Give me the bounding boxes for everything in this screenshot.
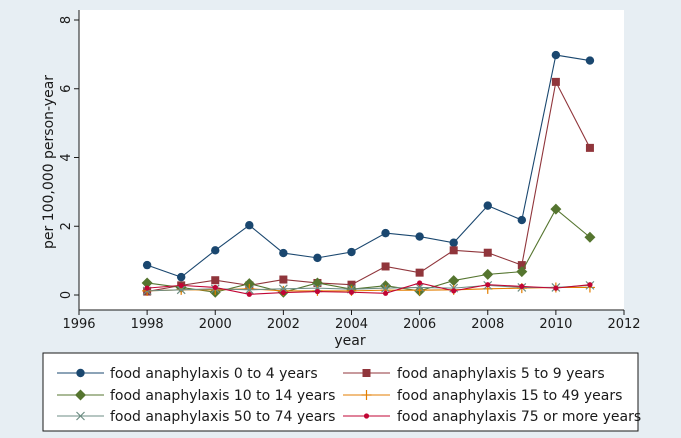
legend-label: food anaphylaxis 15 to 49 years <box>397 388 622 404</box>
series-1 <box>142 50 595 282</box>
data-point <box>280 289 286 296</box>
data-point <box>176 285 186 295</box>
data-point <box>211 276 220 285</box>
legend-item: food anaphylaxis 50 to 74 years <box>57 409 335 425</box>
data-point <box>382 290 389 296</box>
series-line <box>147 208 591 293</box>
data-point <box>381 283 390 293</box>
data-point <box>348 289 355 295</box>
data-point <box>212 284 218 291</box>
legend-label: food anaphylaxis 10 to 14 years <box>110 388 335 404</box>
data-point <box>313 283 322 293</box>
plot-area <box>79 10 624 310</box>
x-tick-label: 2000 <box>199 317 232 332</box>
data-point <box>483 248 492 257</box>
data-point <box>483 201 492 210</box>
x-tick-label: 2002 <box>267 317 300 332</box>
data-point <box>553 285 559 291</box>
x-tick-label: 1996 <box>62 317 95 332</box>
data-point <box>482 268 494 280</box>
legend-marker <box>76 411 85 421</box>
y-tick-label: 2 <box>59 222 74 230</box>
legend-marker <box>76 368 85 378</box>
legend-marker <box>363 413 370 419</box>
legend-marker <box>75 389 86 401</box>
x-tick-label: 2012 <box>607 317 640 332</box>
data-point <box>278 284 288 294</box>
legend-label: food anaphylaxis 50 to 74 years <box>110 409 335 425</box>
series-4 <box>142 282 595 296</box>
data-point <box>347 247 356 257</box>
data-point <box>448 275 460 287</box>
series-line <box>147 286 590 292</box>
y-tick-label: 4 <box>59 153 74 161</box>
data-point <box>246 291 252 297</box>
legend-item: food anaphylaxis 10 to 14 years <box>57 388 335 404</box>
legend: food anaphylaxis 0 to 4 years food anaphy… <box>42 352 641 432</box>
data-point <box>585 143 594 152</box>
legend-item: food anaphylaxis 15 to 49 years <box>343 388 622 404</box>
series-line <box>147 282 590 295</box>
y-tick-label: 6 <box>59 85 74 93</box>
legend-box <box>42 352 639 432</box>
legend-label: food anaphylaxis 0 to 4 years <box>110 366 318 382</box>
data-point <box>517 261 526 270</box>
legend-marker <box>362 369 371 377</box>
series-6 <box>144 280 593 297</box>
data-point <box>141 277 153 289</box>
legend-item: food anaphylaxis 0 to 4 years <box>57 366 318 382</box>
data-point <box>381 228 390 238</box>
data-point <box>279 248 288 258</box>
data-point <box>485 282 491 288</box>
data-point <box>584 231 596 243</box>
series-line <box>146 54 591 278</box>
data-point <box>415 232 424 241</box>
data-point <box>551 77 560 86</box>
data-point <box>449 246 458 255</box>
data-point <box>381 262 390 271</box>
x-axis-title: year <box>334 333 365 349</box>
x-tick-label: 2008 <box>471 317 504 332</box>
x-tick-label: 2004 <box>335 317 368 332</box>
data-point <box>587 282 593 288</box>
data-point <box>585 56 595 65</box>
legend-marker <box>361 390 372 400</box>
data-point <box>314 288 321 295</box>
data-point <box>551 50 561 60</box>
x-tick-label: 2006 <box>403 317 436 332</box>
data-point <box>178 282 184 288</box>
y-tick-label: 8 <box>59 16 74 24</box>
x-tick-label: 1998 <box>131 317 164 332</box>
series-line <box>147 80 591 293</box>
data-point <box>211 246 220 255</box>
data-point <box>550 203 562 215</box>
data-point <box>415 268 424 277</box>
data-point <box>517 215 527 225</box>
legend-item: food anaphylaxis 5 to 9 years <box>343 366 605 382</box>
y-tick-label: 0 <box>59 291 74 299</box>
legend-label: food anaphylaxis 75 or more years <box>397 409 641 425</box>
data-point <box>279 275 288 284</box>
data-point <box>144 285 150 291</box>
data-point <box>244 285 254 295</box>
data-point <box>245 221 254 230</box>
data-point <box>516 266 528 278</box>
data-point <box>451 288 457 294</box>
legend-label: food anaphylaxis 5 to 9 years <box>397 366 605 382</box>
data-point <box>142 260 152 270</box>
y-axis-title: per 100,000 person-year <box>41 75 57 249</box>
series-layer <box>141 50 596 298</box>
data-point <box>417 280 423 286</box>
data-point <box>176 272 186 282</box>
legend-item: food anaphylaxis 75 or more years <box>343 409 641 425</box>
data-point <box>519 283 525 290</box>
data-point <box>313 253 322 263</box>
data-point <box>415 283 425 292</box>
data-point <box>449 238 458 247</box>
axes: 1996 1998 2000 2002 2004 2006 2008 2010 2012 0 2 4 6… <box>59 10 641 332</box>
x-tick-label: 2010 <box>539 317 572 332</box>
